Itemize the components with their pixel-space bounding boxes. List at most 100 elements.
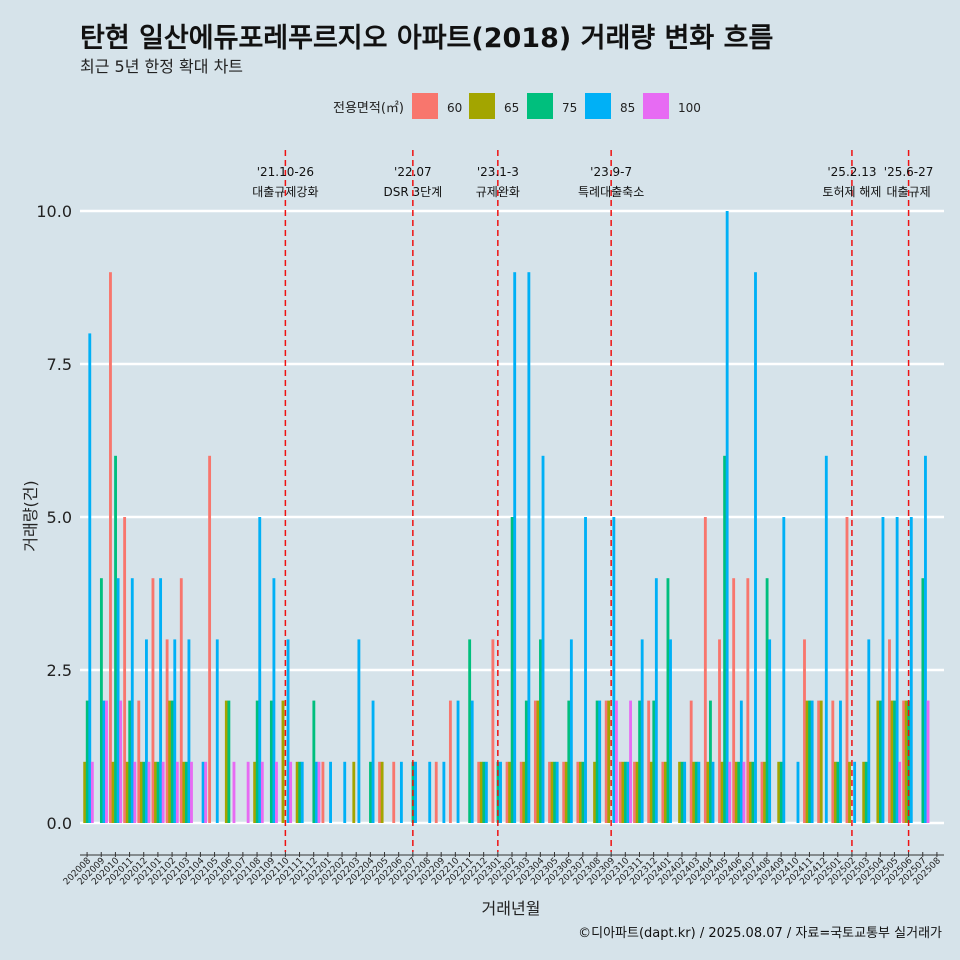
legend-label: 75 bbox=[562, 101, 577, 115]
bar bbox=[626, 761, 630, 823]
y-tick-label: 5.0 bbox=[47, 508, 72, 527]
bar bbox=[739, 700, 743, 823]
bar bbox=[215, 639, 219, 823]
y-tick-label: 0.0 bbox=[47, 814, 72, 833]
bar bbox=[170, 700, 174, 823]
bar bbox=[895, 517, 899, 823]
bar bbox=[156, 761, 160, 823]
bar bbox=[833, 761, 837, 823]
bar bbox=[142, 761, 146, 823]
bar bbox=[281, 700, 285, 823]
bar bbox=[810, 700, 814, 823]
legend-swatch bbox=[643, 93, 669, 119]
bar bbox=[90, 761, 94, 823]
bar bbox=[224, 700, 228, 823]
bar bbox=[647, 700, 651, 823]
bar bbox=[88, 333, 92, 823]
bar bbox=[448, 700, 452, 823]
bar bbox=[864, 761, 868, 823]
bar bbox=[312, 700, 316, 823]
bar bbox=[567, 700, 571, 823]
bar bbox=[711, 761, 715, 823]
annotation-label: 특례대출축소 bbox=[578, 185, 644, 199]
bar bbox=[760, 761, 764, 823]
bar bbox=[442, 761, 446, 823]
bar bbox=[694, 761, 698, 823]
bar bbox=[99, 578, 103, 823]
bar bbox=[831, 700, 835, 823]
bar bbox=[638, 700, 642, 823]
bar bbox=[275, 761, 278, 823]
bar bbox=[893, 700, 897, 823]
bar bbox=[635, 761, 639, 823]
bar bbox=[734, 761, 738, 823]
bar bbox=[527, 272, 531, 823]
bar bbox=[468, 639, 472, 823]
bar bbox=[763, 761, 766, 823]
bar bbox=[824, 455, 828, 823]
bar bbox=[678, 761, 681, 823]
bar bbox=[779, 761, 783, 823]
legend-swatch bbox=[585, 93, 611, 119]
bar bbox=[612, 517, 616, 823]
bar bbox=[286, 639, 290, 823]
bar bbox=[300, 761, 304, 823]
bar bbox=[754, 272, 757, 823]
bar bbox=[145, 639, 148, 823]
bar bbox=[499, 761, 502, 823]
bar bbox=[649, 761, 653, 823]
bar bbox=[505, 761, 509, 823]
bar bbox=[116, 578, 120, 823]
bar bbox=[836, 761, 840, 823]
bar bbox=[83, 761, 87, 823]
bar bbox=[369, 761, 372, 823]
bar bbox=[329, 761, 332, 823]
legend-swatch bbox=[469, 93, 495, 119]
bar bbox=[371, 700, 375, 823]
bar bbox=[258, 517, 262, 823]
bar bbox=[654, 578, 658, 823]
bar bbox=[564, 761, 568, 823]
bar bbox=[876, 700, 880, 823]
bar bbox=[272, 578, 276, 823]
bar bbox=[723, 455, 727, 823]
annotation-label: 규제완화 bbox=[476, 185, 520, 199]
bar bbox=[477, 761, 481, 823]
bar bbox=[510, 517, 514, 823]
bar bbox=[629, 700, 632, 823]
bar bbox=[482, 761, 486, 823]
bar bbox=[555, 761, 559, 823]
bar bbox=[782, 517, 786, 823]
annotation-date: '22.07 bbox=[394, 165, 432, 179]
bar bbox=[289, 761, 293, 823]
annotation-label: 대출규제강화 bbox=[252, 185, 318, 199]
bar bbox=[253, 761, 257, 823]
bar bbox=[434, 761, 438, 823]
bar bbox=[796, 761, 800, 823]
bar bbox=[751, 761, 755, 823]
annotation-date: '23.1-3 bbox=[477, 165, 519, 179]
bar bbox=[295, 761, 299, 823]
bar bbox=[706, 761, 710, 823]
bar bbox=[119, 700, 123, 823]
bar bbox=[661, 761, 665, 823]
bar bbox=[898, 761, 902, 823]
bar bbox=[853, 761, 857, 823]
bar bbox=[85, 700, 89, 823]
bar bbox=[173, 639, 177, 823]
y-tick-label: 2.5 bbox=[47, 661, 72, 680]
annotation-date: '21.10-26 bbox=[257, 165, 314, 179]
annotation-date: '23.9-7 bbox=[590, 165, 632, 179]
chart-subtitle: 최근 5년 한정 확대 차트 bbox=[80, 57, 244, 76]
bar bbox=[109, 272, 112, 823]
bar bbox=[618, 761, 622, 823]
bar bbox=[839, 700, 842, 823]
bar bbox=[888, 639, 891, 823]
bar bbox=[748, 761, 752, 823]
bar bbox=[378, 761, 382, 823]
bar bbox=[541, 455, 545, 823]
bar bbox=[227, 700, 231, 823]
bar bbox=[519, 761, 523, 823]
bar bbox=[640, 639, 644, 823]
